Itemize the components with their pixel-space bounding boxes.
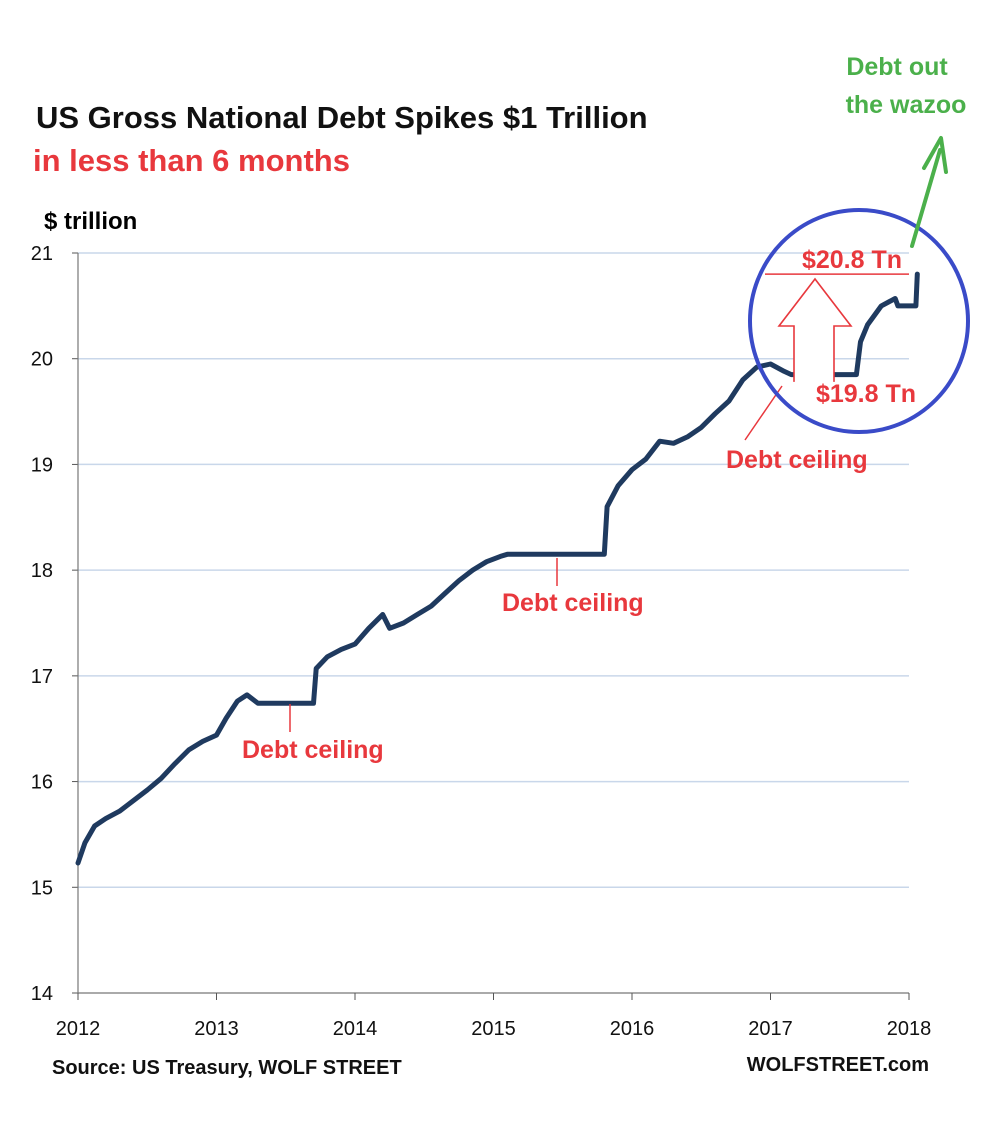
chart-title: US Gross National Debt Spikes $1 Trillio…: [36, 100, 648, 135]
gridlines: [78, 252, 909, 889]
y-axis-label: $ trillion: [44, 208, 137, 235]
y-tick-label: 20: [31, 349, 53, 371]
ceiling-label-2013: Debt ceiling: [242, 736, 384, 764]
series-group: [75, 271, 920, 866]
annotation-layer: Debt ceiling Debt ceiling Debt ceiling $20.…: [242, 53, 970, 764]
y-tick-label: 21: [31, 243, 53, 265]
y-tick-label: 18: [31, 560, 53, 582]
x-tick-label: 2014: [333, 1018, 378, 1040]
ceiling-label-2015: Debt ceiling: [502, 589, 644, 617]
ceiling-label-2017: Debt ceiling: [726, 446, 868, 474]
x-tick-labels: 2012 2013 2014 2015 2016 2017 2018: [56, 1018, 932, 1040]
wazoo-arrow-shaft: [910, 148, 942, 248]
label-19-8-tn: $19.8 Tn: [816, 380, 916, 408]
x-tick-label: 2018: [887, 1018, 932, 1040]
x-tick-label: 2017: [748, 1018, 793, 1040]
brand-label: WOLFSTREET.com: [747, 1054, 929, 1076]
x-tick-label: 2016: [610, 1018, 655, 1040]
x-tick-label: 2013: [194, 1018, 239, 1040]
wazoo-arrow-head-icon: [922, 136, 948, 174]
highlight-circle: [748, 208, 970, 434]
chart-subtitle: in less than 6 months: [33, 143, 350, 178]
y-tick-label: 15: [31, 877, 53, 899]
y-tick-label: 17: [31, 666, 53, 688]
debt-series-line: [75, 271, 920, 866]
x-tick-label: 2012: [56, 1018, 101, 1040]
axes: [72, 252, 910, 1000]
wazoo-label-line1: Debt out: [846, 53, 948, 81]
label-20-8-tn: $20.8 Tn: [802, 246, 902, 274]
y-tick-label: 19: [31, 454, 53, 476]
x-tick-label: 2015: [471, 1018, 516, 1040]
y-tick-label: 14: [31, 983, 53, 1005]
wazoo-label-line2: the wazoo: [846, 91, 967, 119]
increase-arrow-icon: [777, 277, 853, 382]
y-tick-labels: 14 15 16 17 18 19 20 21: [31, 243, 53, 1005]
y-tick-label: 16: [31, 772, 53, 794]
source-note: Source: US Treasury, WOLF STREET: [52, 1057, 402, 1079]
